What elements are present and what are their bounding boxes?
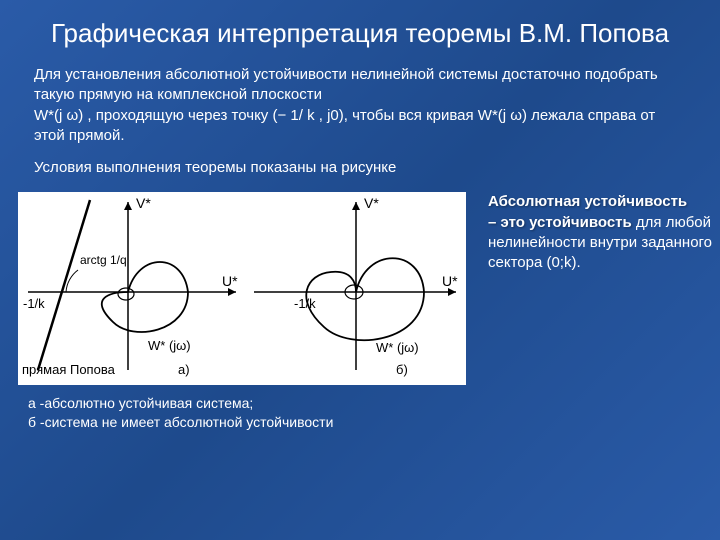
panel-a-label: а) <box>178 362 190 377</box>
para2-text: W*(j ω) , проходящую через точку (− 1/ k… <box>34 107 655 144</box>
wjw-a: W* (jω) <box>148 338 191 353</box>
minus1k-a: -1/k <box>23 296 45 311</box>
popov-line-label: прямая Попова <box>22 362 116 377</box>
paragraph-1: Для установления абсолютной устойчивости… <box>0 59 720 152</box>
slide-title: Графическая интерпретация теоремы В.М. П… <box>0 0 720 59</box>
minus1k-b: -1/k <box>294 296 316 311</box>
u-label-b: U* <box>442 273 458 289</box>
para1-text: Для установления абсолютной устойчивости… <box>34 66 658 103</box>
side-bold1: Абсолютная устойчивость <box>488 193 687 210</box>
panel-b-label: б) <box>396 362 408 377</box>
side-bold2: – это устойчивость <box>488 214 632 231</box>
u-label-a: U* <box>222 273 238 289</box>
v-label-a: V* <box>136 195 151 211</box>
figure-panel: V* U* -1/k arctg 1/q W* (jω) прямая Попо… <box>18 192 466 385</box>
caption-a: а -абсолютно устойчивая система; <box>28 395 253 411</box>
wjw-b: W* (jω) <box>376 340 419 355</box>
v-label-b: V* <box>364 195 379 211</box>
caption: а -абсолютно устойчивая система; б -сист… <box>0 380 720 432</box>
paragraph-3: Условия выполнения теоремы показаны на р… <box>0 152 720 184</box>
caption-b: б -система не имеет абсолютной устойчиво… <box>28 414 333 430</box>
arctg-label: arctg 1/q <box>80 253 127 267</box>
figure-row: V* U* -1/k arctg 1/q W* (jω) прямая Попо… <box>18 192 702 380</box>
popov-figure-svg: V* U* -1/k arctg 1/q W* (jω) прямая Попо… <box>18 192 466 380</box>
side-text: Абсолютная устойчивость – это устойчивос… <box>488 192 720 273</box>
